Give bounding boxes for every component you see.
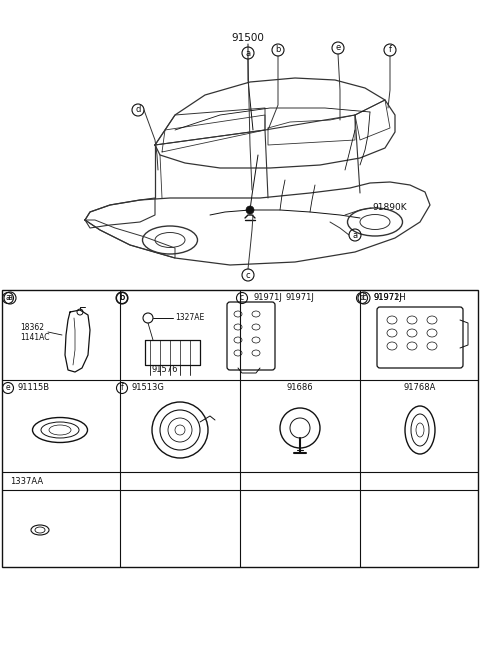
Text: c: c bbox=[362, 293, 366, 303]
Text: 1141AC: 1141AC bbox=[20, 333, 49, 341]
Text: e: e bbox=[336, 43, 341, 52]
Circle shape bbox=[246, 206, 254, 214]
Text: 1337AA: 1337AA bbox=[10, 476, 43, 485]
Text: 91971J: 91971J bbox=[286, 293, 314, 303]
Text: a: a bbox=[7, 293, 12, 303]
Text: 91971J: 91971J bbox=[253, 293, 282, 303]
Text: b: b bbox=[276, 45, 281, 54]
Text: a: a bbox=[6, 293, 11, 303]
Text: c: c bbox=[246, 271, 250, 280]
Text: 18362: 18362 bbox=[20, 324, 44, 333]
Text: e: e bbox=[6, 383, 10, 392]
Text: 91576: 91576 bbox=[152, 365, 179, 375]
Text: d: d bbox=[360, 293, 364, 303]
Text: 1327AE: 1327AE bbox=[175, 314, 204, 322]
Text: a: a bbox=[352, 231, 358, 240]
Text: c: c bbox=[240, 293, 244, 303]
Text: 91971J: 91971J bbox=[374, 293, 403, 303]
Text: a: a bbox=[245, 48, 251, 58]
Text: 91686: 91686 bbox=[287, 383, 313, 392]
Text: b: b bbox=[120, 293, 124, 303]
Text: 91890K: 91890K bbox=[372, 204, 407, 212]
Text: f: f bbox=[120, 383, 123, 392]
Bar bbox=[2, 290, 478, 567]
Text: 91768A: 91768A bbox=[404, 383, 436, 392]
Text: 91513G: 91513G bbox=[132, 383, 165, 392]
Text: 91972H: 91972H bbox=[373, 293, 406, 303]
Text: f: f bbox=[388, 45, 392, 54]
Text: d: d bbox=[135, 105, 141, 115]
Text: 91115B: 91115B bbox=[18, 383, 50, 392]
Text: 91500: 91500 bbox=[231, 33, 264, 43]
Text: b: b bbox=[120, 293, 125, 303]
